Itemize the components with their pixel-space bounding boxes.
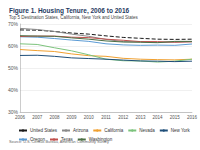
svg-text:30%: 30%: [8, 109, 18, 115]
svg-text:40%: 40%: [8, 87, 19, 93]
svg-text:Top 5 Destination States, Cali: Top 5 Destination States, California, Ne…: [9, 15, 139, 20]
svg-text:70%: 70%: [8, 21, 19, 27]
svg-text:Nevada: Nevada: [139, 128, 155, 133]
svg-text:Figure 1. Housing Tenure, 2006: Figure 1. Housing Tenure, 2006 to 2016: [9, 7, 130, 15]
svg-text:2012: 2012: [118, 115, 129, 120]
svg-text:2015: 2015: [170, 115, 181, 120]
svg-text:2013: 2013: [135, 115, 146, 120]
svg-text:New York: New York: [171, 128, 191, 133]
svg-text:2011: 2011: [101, 115, 111, 120]
svg-text:2006: 2006: [15, 115, 26, 120]
svg-text:United States: United States: [30, 128, 58, 133]
svg-text:Arizona: Arizona: [73, 128, 89, 133]
svg-text:50%: 50%: [8, 65, 19, 71]
svg-text:2007: 2007: [32, 115, 43, 120]
svg-text:Source: U.S. Census Bureau, Am: Source: U.S. Census Bureau, American Com…: [9, 140, 109, 144]
svg-text:60%: 60%: [8, 43, 19, 49]
svg-text:2010: 2010: [84, 115, 95, 120]
svg-text:California: California: [104, 128, 124, 133]
svg-text:2016: 2016: [187, 115, 198, 120]
svg-text:2008: 2008: [49, 115, 60, 120]
svg-text:2009: 2009: [67, 115, 78, 120]
svg-text:2014: 2014: [153, 115, 164, 120]
